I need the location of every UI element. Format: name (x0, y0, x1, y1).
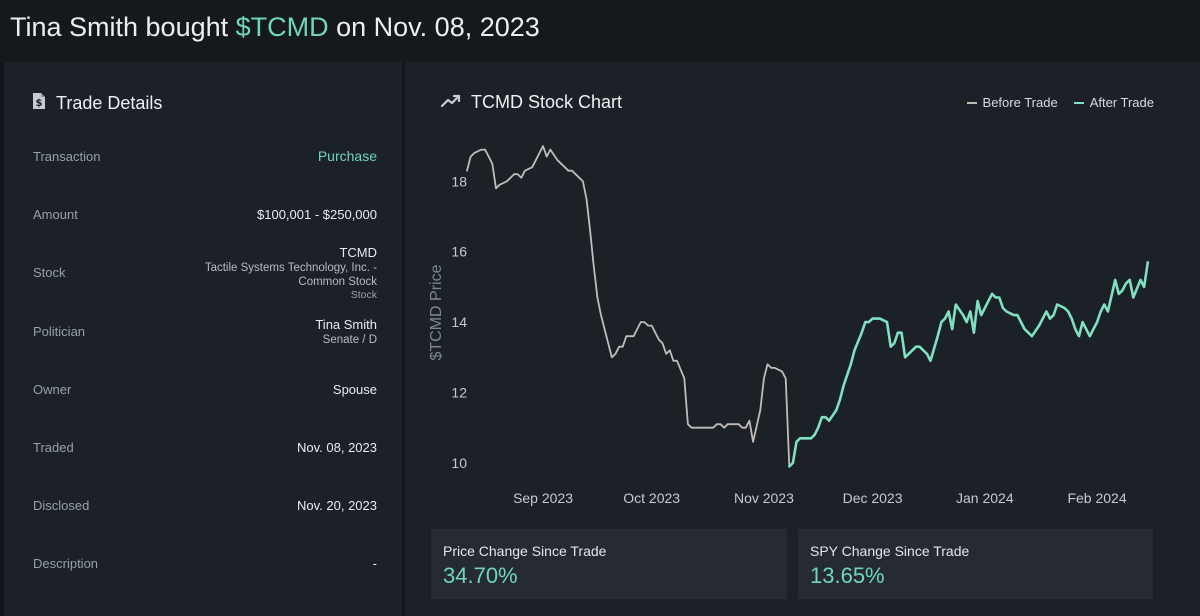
stock-chart-card: TCMD Stock Chart Before Trade After Trad… (405, 62, 1200, 616)
stock-chart-header: TCMD Stock Chart (440, 92, 623, 113)
trade-details-header: $ Trade Details (32, 92, 162, 115)
series-before-trade-line (466, 145, 791, 468)
y-axis-title: $TCMD Price (428, 264, 445, 360)
stock-ticker-link[interactable]: TCMD (339, 244, 377, 260)
legend-before-label: Before Trade (982, 95, 1058, 110)
stock-chart-title: TCMD Stock Chart (471, 92, 623, 112)
amount-label: Amount (33, 206, 78, 222)
stock-label: Stock (33, 264, 66, 280)
politician-value: Tina Smith Senate / D (315, 316, 377, 347)
description-value: - (372, 555, 377, 571)
x-tick-label: Nov 2023 (734, 490, 794, 506)
dollar-document-icon: $ (32, 92, 46, 115)
disclosed-value: Nov. 20, 2023 (297, 497, 377, 513)
y-tick-label: 12 (451, 385, 467, 401)
y-tick-label: 14 (451, 314, 467, 330)
price-change-value: 34.70% (443, 563, 518, 588)
trade-details-title: Trade Details (56, 93, 163, 113)
legend-before-trade[interactable]: Before Trade (966, 95, 1058, 110)
legend-after-label: After Trade (1089, 95, 1154, 110)
transaction-label: Transaction (33, 148, 101, 164)
disclosed-label: Disclosed (33, 497, 90, 513)
description-label: Description (33, 555, 99, 571)
series-after-trade-line (787, 261, 1150, 468)
politician-detail: Senate / D (322, 333, 377, 346)
trending-up-icon (440, 92, 461, 113)
legend-after-swatch (1073, 101, 1084, 104)
traded-value: Nov. 08, 2023 (297, 439, 377, 455)
y-tick-label: 18 (451, 173, 467, 189)
headline-prefix: Tina Smith bought (10, 12, 236, 42)
row-disclosed: Disclosed Nov. 20, 2023 (33, 495, 377, 515)
headline-ticker-link[interactable]: $TCMD (235, 12, 329, 42)
svg-text:$: $ (36, 98, 43, 109)
spy-change-card: SPY Change Since Trade 13.65% (798, 529, 1153, 599)
x-tick-label: Dec 2023 (843, 490, 903, 506)
legend-after-trade[interactable]: After Trade (1073, 95, 1154, 110)
owner-label: Owner (33, 381, 72, 397)
spy-change-label: SPY Change Since Trade (810, 543, 970, 559)
stock-name-line1: Tactile Systems Technology, Inc. - (204, 261, 377, 274)
row-transaction: Transaction Purchase (33, 146, 377, 166)
row-owner: Owner Spouse (33, 379, 377, 399)
price-change-card: Price Change Since Trade 34.70% (431, 529, 787, 599)
row-stock: Stock TCMD Tactile Systems Technology, I… (33, 244, 377, 301)
row-traded: Traded Nov. 08, 2023 (33, 437, 377, 457)
chart-legend: Before Trade After Trade (966, 95, 1154, 110)
price-line-chart: $TCMD Price 10 12 14 16 18 Sep 2023 Oct 2023 Nov… (428, 145, 1150, 506)
y-tick-label: 16 (451, 244, 467, 260)
page-headline: Tina Smith bought $TCMD on Nov. 08, 2023 (10, 12, 540, 43)
row-politician: Politician Tina Smith Senate / D (33, 314, 377, 348)
traded-label: Traded (33, 439, 74, 455)
spy-change-value: 13.65% (810, 563, 885, 588)
legend-before-swatch (966, 101, 977, 104)
headline-suffix: on Nov. 08, 2023 (328, 12, 540, 42)
amount-value: $100,001 - $250,000 (257, 206, 377, 222)
x-tick-label: Sep 2023 (513, 490, 573, 506)
x-tick-label: Feb 2024 (1067, 490, 1126, 506)
stock-type: Stock (350, 288, 377, 301)
politician-label: Politician (33, 323, 86, 339)
x-tick-label: Jan 2024 (956, 490, 1014, 506)
politician-name-link[interactable]: Tina Smith (315, 316, 377, 332)
row-description: Description - (33, 553, 377, 573)
trade-details-card: $ Trade Details Transaction Purchase Amo… (4, 62, 402, 616)
x-tick-label: Oct 2023 (623, 490, 680, 506)
price-change-label: Price Change Since Trade (443, 543, 607, 559)
row-amount: Amount $100,001 - $250,000 (33, 204, 377, 224)
transaction-value: Purchase (317, 148, 377, 164)
stock-value: TCMD Tactile Systems Technology, Inc. - … (205, 244, 377, 301)
stock-name-line2: Common Stock (298, 275, 377, 288)
owner-value: Spouse (332, 381, 377, 397)
y-tick-label: 10 (451, 455, 467, 471)
